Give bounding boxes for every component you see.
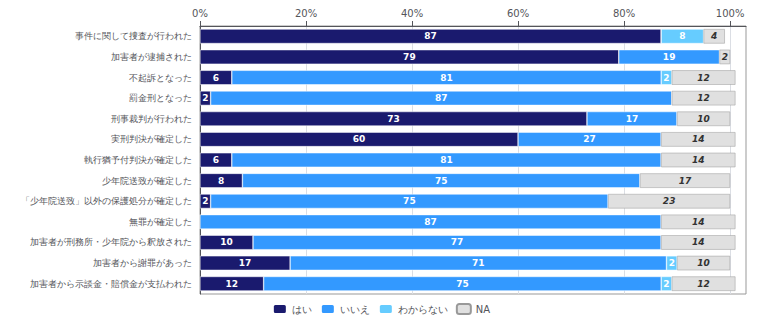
svg-text:87: 87: [424, 31, 437, 41]
svg-text:12: 12: [697, 93, 710, 103]
svg-text:6: 6: [213, 73, 219, 83]
svg-text:加害者が刑務所・少年院から釈放された: 加害者が刑務所・少年院から釈放された: [30, 237, 192, 247]
svg-text:0%: 0%: [192, 8, 208, 19]
svg-text:加害者が逮捕された: 加害者が逮捕された: [111, 52, 192, 62]
svg-text:20%: 20%: [295, 8, 317, 19]
svg-text:2: 2: [669, 258, 675, 268]
svg-text:10: 10: [697, 258, 710, 268]
svg-text:60: 60: [353, 134, 366, 144]
svg-text:23: 23: [663, 196, 676, 206]
svg-text:6: 6: [213, 155, 219, 165]
svg-text:8: 8: [679, 31, 685, 41]
svg-text:2: 2: [202, 196, 208, 206]
svg-text:NA: NA: [476, 304, 490, 315]
svg-text:8: 8: [218, 176, 224, 186]
svg-text:刑事裁判が行われた: 刑事裁判が行われた: [111, 114, 192, 124]
svg-text:75: 75: [403, 196, 416, 206]
svg-text:77: 77: [451, 237, 464, 247]
svg-text:17: 17: [626, 114, 639, 124]
svg-text:80%: 80%: [613, 8, 635, 19]
svg-text:14: 14: [692, 155, 705, 165]
svg-text:4: 4: [710, 31, 717, 41]
svg-text:81: 81: [440, 73, 453, 83]
svg-text:71: 71: [472, 258, 485, 268]
svg-text:10: 10: [697, 114, 710, 124]
svg-text:12: 12: [226, 279, 239, 289]
svg-text:81: 81: [440, 155, 453, 165]
svg-text:79: 79: [403, 52, 416, 62]
svg-text:14: 14: [692, 134, 705, 144]
svg-text:2: 2: [663, 73, 669, 83]
svg-text:少年院送致が確定した: 少年院送致が確定した: [102, 176, 192, 186]
svg-text:実刑判決が確定した: 実刑判決が確定した: [111, 134, 192, 144]
svg-text:14: 14: [692, 217, 705, 227]
svg-text:60%: 60%: [507, 8, 529, 19]
svg-text:2: 2: [202, 93, 208, 103]
svg-text:「少年院送致」以外の保護処分が確定した: 「少年院送致」以外の保護処分が確定した: [21, 196, 192, 206]
svg-text:10: 10: [220, 237, 233, 247]
svg-text:いいえ: いいえ: [340, 304, 370, 315]
svg-text:87: 87: [424, 217, 437, 227]
svg-text:不起訴となった: 不起訴となった: [129, 73, 192, 83]
svg-text:17: 17: [679, 176, 692, 186]
svg-text:73: 73: [387, 114, 400, 124]
svg-text:無罪が確定した: 無罪が確定した: [129, 217, 192, 227]
svg-text:40%: 40%: [401, 8, 423, 19]
svg-text:2: 2: [663, 279, 669, 289]
svg-text:執行猶予付判決が確定した: 執行猶予付判決が確定した: [84, 155, 192, 165]
svg-text:12: 12: [697, 279, 710, 289]
svg-text:87: 87: [435, 93, 448, 103]
svg-text:75: 75: [456, 279, 469, 289]
svg-text:14: 14: [692, 237, 705, 247]
svg-text:19: 19: [663, 52, 676, 62]
svg-text:100%: 100%: [716, 8, 745, 19]
svg-text:事件に関して捜査が行われた: 事件に関して捜査が行われた: [75, 31, 192, 41]
svg-text:75: 75: [435, 176, 448, 186]
svg-text:罰金刑となった: 罰金刑となった: [129, 93, 192, 103]
svg-text:27: 27: [583, 134, 596, 144]
svg-text:はい: はい: [292, 304, 312, 315]
svg-text:加害者から謝罪があった: 加害者から謝罪があった: [93, 258, 192, 268]
svg-text:12: 12: [697, 73, 710, 83]
svg-text:加害者から示談金・賠償金が支払われた: 加害者から示談金・賠償金が支払われた: [30, 279, 192, 289]
svg-text:2: 2: [722, 52, 728, 62]
svg-text:17: 17: [239, 258, 252, 268]
svg-text:わからない: わからない: [398, 304, 448, 315]
